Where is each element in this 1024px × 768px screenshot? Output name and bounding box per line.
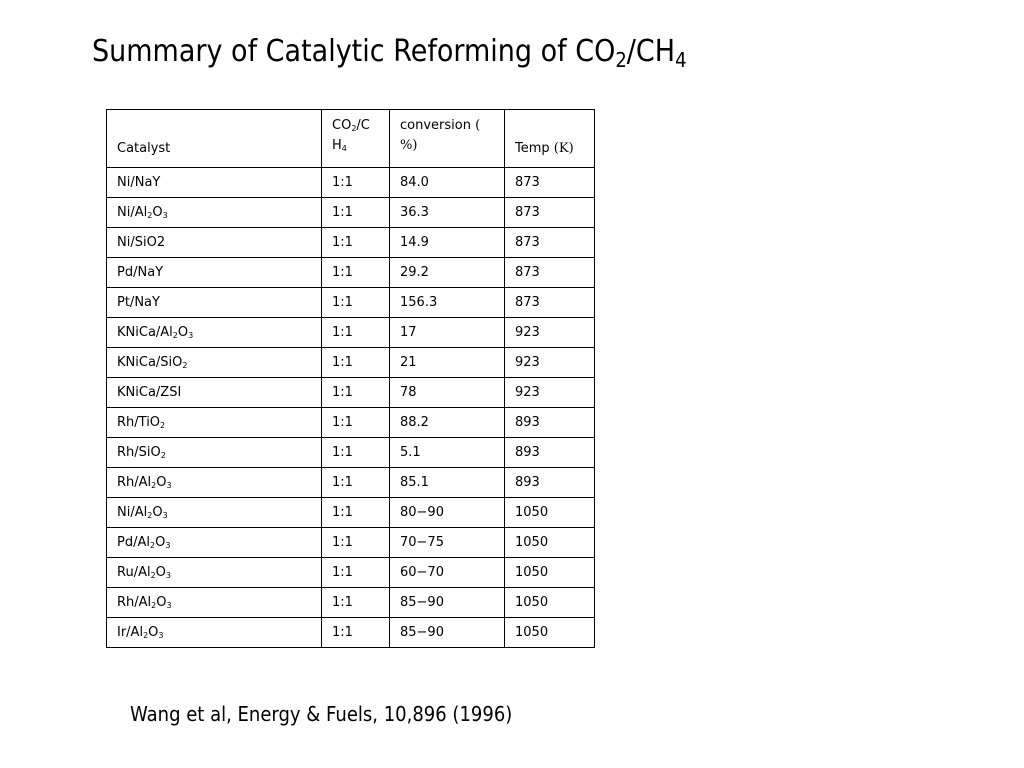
- table-row: Ni/Al2O3 1:1 80−90 1050: [106, 497, 595, 528]
- table-body: Ni/NaY 1:1 84.0 873 Ni/Al2O3 1:1 36.3 873 Ni/SiO…: [106, 167, 595, 648]
- table-row: Rh/SiO2 1:1 5.1 893: [106, 437, 595, 468]
- cell-catalyst: Ru/Al2O3: [106, 557, 322, 588]
- header-conversion: conversion (%): [389, 109, 505, 168]
- cell-conversion: 21: [389, 347, 505, 378]
- title-text: Summary of Catalytic Reforming of CO: [92, 34, 616, 69]
- cell-conversion: 70−75: [389, 527, 505, 558]
- cell-temp: 923: [504, 377, 595, 408]
- cell-catalyst: Pt/NaY: [106, 287, 322, 318]
- cell-conversion: 85−90: [389, 587, 505, 618]
- catalyst-table: Catalyst CO2/C H4 conversion (%) Temp (K)…: [106, 109, 595, 648]
- table-row: Rh/Al2O3 1:1 85.1 893: [106, 467, 595, 498]
- header-catalyst: Catalyst: [106, 109, 322, 168]
- cell-ratio: 1:1: [321, 497, 390, 528]
- cell-ratio: 1:1: [321, 197, 390, 228]
- cell-temp: 893: [504, 467, 595, 498]
- slide-title: Summary of Catalytic Reforming of CO2/CH…: [92, 30, 687, 74]
- cell-ratio: 1:1: [321, 617, 390, 648]
- table-row: Ir/Al2O3 1:1 85−90 1050: [106, 617, 595, 648]
- cell-ratio: 1:1: [321, 437, 390, 468]
- cell-conversion: 85.1: [389, 467, 505, 498]
- cell-temp: 1050: [504, 497, 595, 528]
- cell-conversion: 78: [389, 377, 505, 408]
- cell-ratio: 1:1: [321, 527, 390, 558]
- citation: Wang et al, Energy & Fuels, 10,896 (1996…: [130, 702, 513, 726]
- cell-catalyst: KNiCa/ZSI: [106, 377, 322, 408]
- cell-catalyst: Pd/NaY: [106, 257, 322, 288]
- table-header-row: Catalyst CO2/C H4 conversion (%) Temp (K): [106, 109, 595, 168]
- cell-ratio: 1:1: [321, 587, 390, 618]
- cell-ratio: 1:1: [321, 377, 390, 408]
- table-row: Ni/SiO2 1:1 14.9 873: [106, 227, 595, 258]
- table-row: Ni/NaY 1:1 84.0 873: [106, 167, 595, 198]
- table-row: KNiCa/SiO2 1:1 21 923: [106, 347, 595, 378]
- cell-catalyst: Rh/Al2O3: [106, 467, 322, 498]
- cell-catalyst: Pd/Al2O3: [106, 527, 322, 558]
- cell-catalyst: Rh/TiO2: [106, 407, 322, 438]
- cell-catalyst: Ni/Al2O3: [106, 197, 322, 228]
- cell-conversion: 80−90: [389, 497, 505, 528]
- cell-conversion: 85−90: [389, 617, 505, 648]
- table-row: Pt/NaY 1:1 156.3 873: [106, 287, 595, 318]
- cell-ratio: 1:1: [321, 257, 390, 288]
- cell-catalyst: Ni/Al2O3: [106, 497, 322, 528]
- cell-ratio: 1:1: [321, 407, 390, 438]
- table-row: Rh/Al2O3 1:1 85−90 1050: [106, 587, 595, 618]
- cell-temp: 1050: [504, 557, 595, 588]
- cell-ratio: 1:1: [321, 467, 390, 498]
- cell-catalyst: Rh/Al2O3: [106, 587, 322, 618]
- cell-temp: 1050: [504, 617, 595, 648]
- cell-temp: 893: [504, 437, 595, 468]
- cell-temp: 923: [504, 347, 595, 378]
- cell-catalyst: Ni/SiO2: [106, 227, 322, 258]
- cell-temp: 923: [504, 317, 595, 348]
- cell-temp: 1050: [504, 587, 595, 618]
- cell-temp: 893: [504, 407, 595, 438]
- cell-catalyst: Ir/Al2O3: [106, 617, 322, 648]
- table-row: Pd/Al2O3 1:1 70−75 1050: [106, 527, 595, 558]
- cell-temp: 873: [504, 287, 595, 318]
- cell-conversion: 156.3: [389, 287, 505, 318]
- cell-ratio: 1:1: [321, 287, 390, 318]
- cell-conversion: 29.2: [389, 257, 505, 288]
- cell-conversion: 88.2: [389, 407, 505, 438]
- title-subscript-2: 2: [615, 48, 627, 72]
- cell-ratio: 1:1: [321, 557, 390, 588]
- cell-temp: 873: [504, 167, 595, 198]
- cell-conversion: 14.9: [389, 227, 505, 258]
- cell-temp: 873: [504, 227, 595, 258]
- title-text-mid: /CH: [626, 34, 676, 69]
- table-row: KNiCa/ZSI 1:1 78 923: [106, 377, 595, 408]
- cell-conversion: 36.3: [389, 197, 505, 228]
- table-row: KNiCa/Al2O3 1:1 17 923: [106, 317, 595, 348]
- header-ratio: CO2/C H4: [321, 109, 390, 168]
- cell-ratio: 1:1: [321, 167, 390, 198]
- cell-conversion: 5.1: [389, 437, 505, 468]
- table-row: Rh/TiO2 1:1 88.2 893: [106, 407, 595, 438]
- table-row: Pd/NaY 1:1 29.2 873: [106, 257, 595, 288]
- cell-temp: 873: [504, 257, 595, 288]
- cell-conversion: 60−70: [389, 557, 505, 588]
- table-row: Ru/Al2O3 1:1 60−70 1050: [106, 557, 595, 588]
- cell-conversion: 17: [389, 317, 505, 348]
- title-subscript-4: 4: [675, 48, 687, 72]
- cell-temp: 1050: [504, 527, 595, 558]
- table-row: Ni/Al2O3 1:1 36.3 873: [106, 197, 595, 228]
- cell-catalyst: KNiCa/Al2O3: [106, 317, 322, 348]
- cell-conversion: 84.0: [389, 167, 505, 198]
- cell-catalyst: Ni/NaY: [106, 167, 322, 198]
- cell-ratio: 1:1: [321, 227, 390, 258]
- cell-catalyst: Rh/SiO2: [106, 437, 322, 468]
- header-temp: Temp (K): [504, 109, 595, 168]
- cell-ratio: 1:1: [321, 347, 390, 378]
- cell-catalyst: KNiCa/SiO2: [106, 347, 322, 378]
- cell-temp: 873: [504, 197, 595, 228]
- cell-ratio: 1:1: [321, 317, 390, 348]
